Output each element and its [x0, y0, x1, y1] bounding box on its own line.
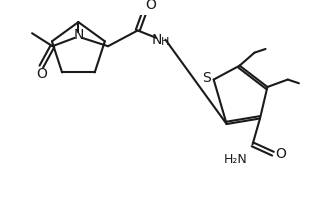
Text: H: H — [161, 37, 170, 47]
Text: O: O — [145, 0, 156, 12]
Text: N: N — [152, 33, 162, 47]
Text: O: O — [275, 147, 286, 161]
Text: N: N — [73, 28, 84, 42]
Text: O: O — [36, 67, 47, 81]
Text: H₂N: H₂N — [224, 153, 248, 166]
Text: S: S — [202, 71, 211, 85]
